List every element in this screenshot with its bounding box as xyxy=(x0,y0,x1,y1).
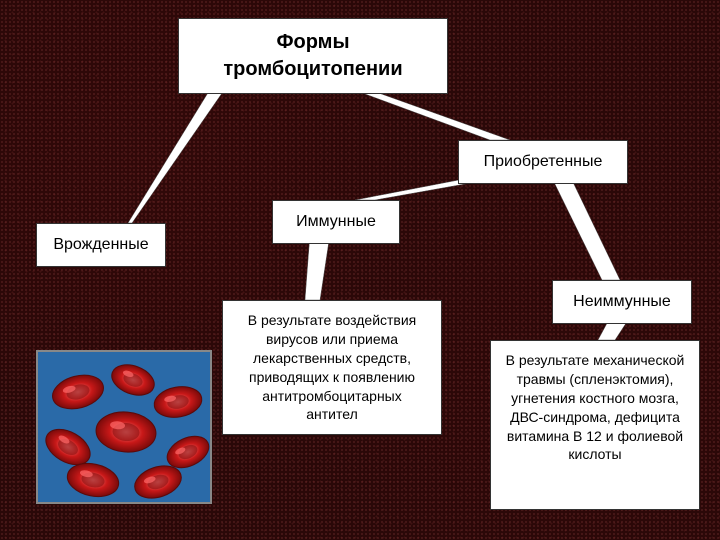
immune-box: Иммунные xyxy=(272,200,400,244)
immune-description-box: В результате воздействия вирусов или при… xyxy=(222,300,442,435)
blood-cells-image xyxy=(36,350,212,504)
acquired-label: Приобретенные xyxy=(484,153,603,170)
nonimmune-box: Неиммунные xyxy=(552,280,692,324)
congenital-label: Врожденные xyxy=(53,236,148,253)
acquired-box: Приобретенные xyxy=(458,140,628,184)
nonimmune-description-text: В результате механической травмы (спленэ… xyxy=(506,352,685,462)
title-box: Формы тромбоцитопении xyxy=(178,18,448,94)
nonimmune-label: Неиммунные xyxy=(573,293,671,310)
immune-label: Иммунные xyxy=(296,213,376,230)
congenital-box: Врожденные xyxy=(36,223,166,267)
title-text: Формы тромбоцитопении xyxy=(223,31,402,80)
immune-description-text: В результате воздействия вирусов или при… xyxy=(248,312,417,422)
nonimmune-description-box: В результате механической травмы (спленэ… xyxy=(490,340,700,510)
